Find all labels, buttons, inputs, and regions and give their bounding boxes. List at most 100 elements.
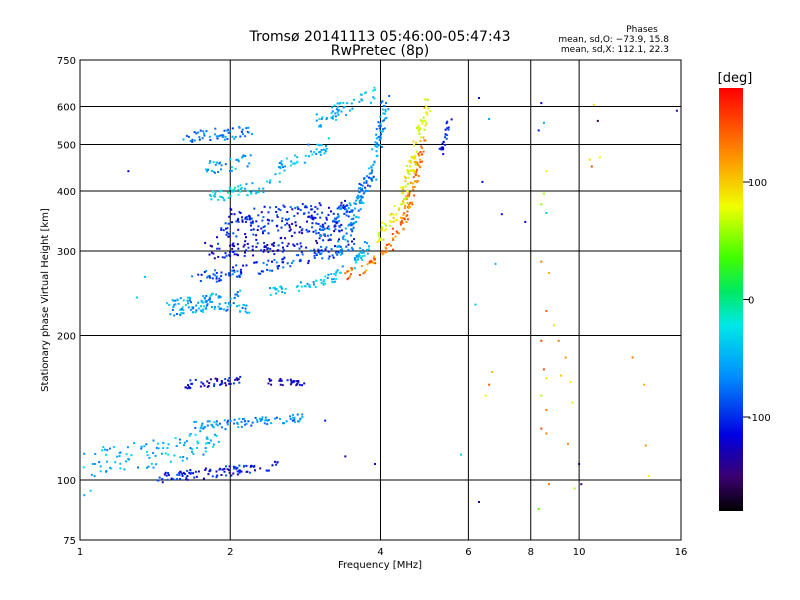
- echo-point: [320, 245, 323, 248]
- echo-point: [185, 478, 188, 481]
- echo-point: [369, 177, 372, 180]
- echo-point: [206, 300, 208, 303]
- echo-point: [317, 223, 320, 225]
- echo-point: [322, 148, 325, 151]
- echo-point: [368, 172, 371, 175]
- echo-point: [233, 296, 236, 299]
- echo-point: [340, 204, 342, 207]
- echo-point: [339, 207, 341, 210]
- echo-point: [220, 426, 223, 429]
- echo-point: [271, 269, 274, 272]
- echo-point: [341, 248, 343, 251]
- echo-point: [206, 441, 209, 444]
- echo-point: [269, 179, 272, 182]
- echo-point: [351, 223, 354, 226]
- echo-point: [299, 242, 302, 245]
- echo-point: [276, 249, 279, 252]
- echo-point: [340, 207, 343, 210]
- echo-point: [383, 112, 386, 115]
- echo-point: [181, 472, 184, 475]
- echo-point: [280, 160, 283, 163]
- echo-point: [250, 191, 253, 194]
- echo-point: [306, 220, 308, 223]
- y-tick-label: 500: [57, 141, 76, 152]
- echo-point: [316, 207, 319, 210]
- echo-point: [334, 217, 336, 220]
- echo-point: [279, 377, 282, 380]
- echo-point: [146, 454, 149, 457]
- echo-point: [275, 261, 278, 264]
- echo-point: [227, 419, 229, 422]
- echo-point: [231, 273, 234, 276]
- echo-point: [276, 265, 279, 268]
- echo-point: [321, 223, 324, 226]
- echo-point: [237, 158, 240, 161]
- echo-point: [232, 382, 235, 385]
- echo-point: [444, 133, 447, 136]
- echo-point: [421, 120, 424, 123]
- echo-point: [444, 128, 447, 131]
- echo-point: [277, 264, 280, 267]
- echo-point: [242, 417, 245, 420]
- echo-point: [299, 258, 302, 261]
- echo-point: [244, 233, 247, 236]
- echo-point: [203, 305, 206, 308]
- echo-point: [377, 232, 380, 235]
- echo-point: [319, 216, 322, 219]
- echo-point: [231, 243, 234, 246]
- echo-point: [412, 169, 415, 172]
- echo-point: [186, 478, 189, 481]
- echo-point: [275, 210, 278, 213]
- echo-point: [270, 379, 273, 382]
- echo-point: [418, 133, 421, 136]
- echo-point: [185, 476, 188, 479]
- echo-point: [290, 262, 293, 264]
- echo-point: [212, 426, 215, 429]
- echo-point: [228, 222, 231, 225]
- echo-point: [232, 232, 235, 235]
- echo-point: [358, 274, 361, 276]
- echo-point: [179, 478, 181, 480]
- echo-point: [366, 190, 369, 192]
- echo-point: [208, 275, 211, 278]
- echo-point: [209, 276, 211, 279]
- echo-point: [349, 109, 351, 112]
- echo-point: [285, 157, 288, 160]
- echo-point: [380, 226, 383, 229]
- echo-point: [251, 222, 254, 225]
- echo-point: [396, 219, 399, 222]
- echo-point: [310, 214, 313, 217]
- echo-point: [237, 160, 240, 163]
- echo-point: [303, 382, 306, 385]
- echo-point: [102, 446, 105, 449]
- echo-point: [305, 206, 308, 209]
- echo-point: [231, 190, 234, 193]
- echo-point: [262, 270, 265, 273]
- echo-point: [307, 262, 310, 265]
- echo-point: [231, 269, 234, 272]
- echo-point: [301, 232, 304, 235]
- echo-point: [236, 379, 239, 381]
- echo-point: [227, 196, 230, 199]
- echo-point: [299, 209, 302, 212]
- echo-point: [416, 168, 418, 171]
- echo-point: [353, 238, 355, 241]
- echo-point: [184, 304, 187, 307]
- echo-point: [228, 253, 231, 256]
- echo-point: [245, 183, 248, 186]
- echo-point: [324, 248, 327, 251]
- echo-point: [351, 240, 353, 243]
- echo-point: [442, 153, 445, 156]
- echo-point: [323, 233, 326, 236]
- echo-point: [322, 239, 325, 242]
- echo-point: [580, 483, 583, 486]
- echo-point: [446, 120, 449, 123]
- echo-point: [324, 144, 327, 147]
- x-tick-label: 6: [465, 547, 471, 558]
- echo-point: [390, 212, 393, 215]
- echo-point: [415, 150, 418, 153]
- echo-point: [279, 383, 282, 386]
- echo-point: [369, 101, 372, 104]
- echo-point: [524, 220, 527, 223]
- echo-point: [332, 220, 335, 223]
